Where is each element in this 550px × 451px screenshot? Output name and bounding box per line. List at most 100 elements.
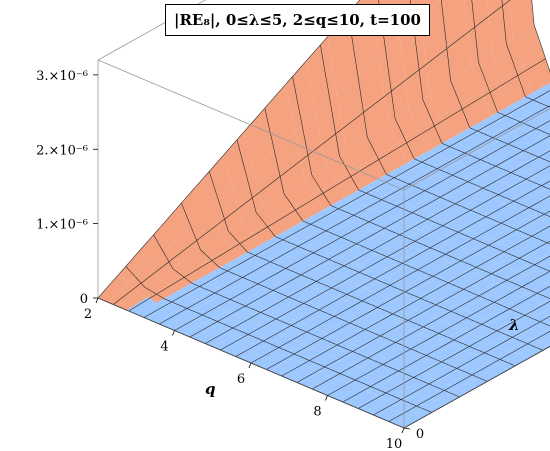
surface-patch [168, 271, 199, 291]
surface-patch [399, 353, 430, 369]
mesh-line-q [373, 315, 550, 416]
surface-patch [237, 283, 268, 300]
surface-patch [436, 266, 468, 282]
surface-patch [479, 120, 510, 136]
x-tick [401, 427, 405, 434]
surface-patch [468, 361, 499, 378]
surface-patch [418, 361, 450, 377]
mesh-line-q [189, 135, 550, 338]
mesh-line-q [266, 210, 550, 370]
surface-patch [365, 400, 397, 416]
surface-patch [437, 143, 469, 160]
surface-patch [294, 308, 325, 324]
surface-patch [224, 319, 255, 336]
surface-patch [420, 341, 451, 357]
surface-patch [461, 215, 492, 231]
surface-patch [357, 376, 389, 392]
surface-patch [511, 318, 543, 335]
surface-patch [517, 136, 549, 153]
surface-patch [378, 364, 410, 381]
surface-patch [410, 234, 441, 250]
surface-patch [323, 197, 355, 214]
surface-patch [537, 252, 550, 264]
surface-patch [428, 139, 459, 156]
surface-patch [365, 174, 396, 191]
surface-patch [214, 315, 245, 331]
surface-patch [542, 92, 550, 101]
surface-patch [540, 337, 550, 347]
z-tick-label: 0 [80, 292, 88, 307]
surface-patch [330, 241, 361, 258]
surface-patch [256, 292, 287, 308]
surface-patch [417, 258, 449, 274]
surface-patch [283, 324, 314, 340]
surface-patch [483, 306, 514, 323]
surface-patch [407, 376, 438, 393]
surface-patch [417, 380, 448, 397]
surface-patch [524, 283, 550, 299]
surface-patch [408, 254, 439, 270]
surface-patch [184, 322, 215, 339]
surface-patch [164, 314, 196, 331]
surface-patch [528, 243, 550, 260]
surface-patch [301, 229, 332, 245]
surface-patch [149, 245, 180, 278]
surface-patch [370, 237, 401, 254]
surface-patch [494, 290, 525, 307]
surface-patch [117, 292, 148, 311]
surface-patch [299, 248, 330, 265]
surface-patch [376, 281, 407, 298]
y-tick [403, 427, 411, 430]
surface-patch [489, 124, 520, 140]
surface-patch [470, 341, 501, 358]
surface-patch [248, 268, 279, 284]
surface-patch [449, 353, 480, 370]
surface-patch [516, 259, 548, 275]
surface-patch [339, 245, 370, 262]
surface-patch [356, 396, 387, 412]
surface-patch [177, 279, 209, 295]
surface-patch [337, 265, 369, 281]
surface-patch [233, 323, 264, 340]
surface-patch [449, 127, 480, 144]
surface-patch [200, 235, 231, 259]
x-tick [325, 395, 328, 401]
surface-patch [310, 233, 342, 249]
surface-patch [443, 187, 475, 203]
surface-patch [510, 338, 541, 354]
surface-patch [303, 209, 334, 226]
surface-patch [347, 269, 378, 285]
surface-patch [353, 312, 384, 329]
surface-patch [174, 318, 205, 335]
surface-patch [138, 278, 169, 298]
surface-patch [289, 367, 320, 384]
surface-patch [325, 151, 356, 182]
surface-patch [219, 256, 251, 272]
x-tick-label: 6 [237, 372, 245, 387]
box-edge [403, 107, 550, 191]
surface-patch [319, 360, 351, 376]
surface-patch [453, 191, 484, 207]
surface-patch [300, 351, 331, 368]
surface-patch [280, 240, 311, 257]
surface-patch [431, 325, 463, 342]
surface-patch [275, 300, 306, 316]
surface-patch [518, 239, 549, 256]
surface-patch [498, 128, 529, 145]
x-tick [248, 362, 252, 369]
surface-patch [371, 218, 403, 234]
surface-patch [466, 155, 497, 172]
surface-patch [507, 255, 538, 271]
surface-patch [519, 342, 550, 359]
surface-patch [383, 202, 414, 219]
surface-patch [369, 360, 400, 377]
surface-patch [240, 244, 271, 261]
surface-patch [283, 179, 315, 208]
surface-patch [328, 261, 359, 277]
surface-patch [360, 233, 391, 250]
surface-patch [267, 276, 298, 292]
surface-patch [421, 218, 452, 235]
chart-title: |RE₈|, 0≤λ≤5, 2≤q≤10, t=100 [165, 4, 430, 36]
surface-patch [429, 81, 461, 118]
surface-patch [288, 264, 319, 281]
